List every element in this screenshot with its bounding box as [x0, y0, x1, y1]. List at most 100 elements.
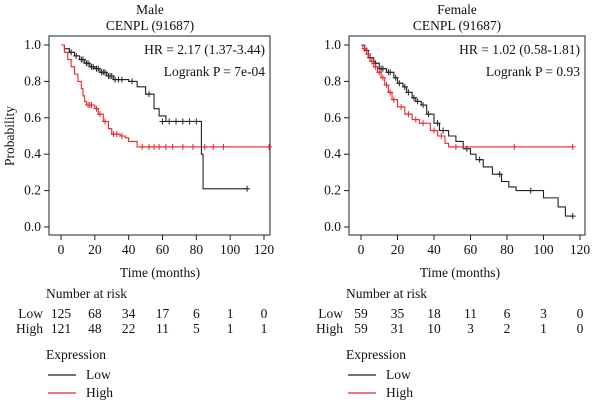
censor-mark-high: [118, 133, 125, 139]
male-plot-frame: [48, 35, 271, 236]
censor-mark-low: [85, 60, 92, 67]
female-x-label: Time (months): [420, 265, 500, 280]
x-tick-label: 0: [58, 242, 65, 257]
risk-count: 2: [504, 321, 511, 336]
censor-mark-low: [129, 78, 136, 85]
x-tick-label: 80: [500, 242, 514, 257]
censor-mark-low: [569, 213, 576, 220]
female-panel: Female CENPL (91687) 0.00.20.40.60.81.0 …: [316, 2, 590, 400]
km-curve-high: [61, 44, 270, 148]
x-tick-label: 40: [122, 242, 136, 257]
censor-mark-low: [101, 69, 108, 76]
risk-count: 0: [261, 306, 268, 321]
x-tick-label: 60: [156, 242, 170, 257]
y-tick-label: 0.6: [324, 110, 341, 125]
female-subtitle: CENPL (91687): [413, 18, 501, 33]
male-survival-curves: [61, 44, 273, 192]
censor-mark-high: [372, 63, 379, 70]
risk-count: 34: [122, 306, 136, 321]
censor-mark-low: [527, 187, 534, 194]
risk-count: 0: [577, 306, 584, 321]
legend-label-low: Low: [386, 367, 411, 382]
female-title: Female: [437, 2, 477, 17]
censor-mark-low: [496, 171, 503, 178]
risk-count: 59: [354, 321, 368, 336]
y-tick-label: 0.4: [24, 146, 41, 161]
censor-mark-high: [145, 143, 152, 150]
censor-mark-high: [383, 82, 390, 89]
y-tick-label: 0.0: [24, 219, 41, 234]
risk-count: 6: [193, 306, 200, 321]
censor-mark-low: [79, 56, 86, 63]
male-risk-title: Number at risk: [46, 286, 127, 301]
female-hr-annotation: HR = 1.02 (0.58-1.81): [459, 42, 580, 57]
censor-mark-low: [387, 69, 394, 76]
censor-mark-high: [431, 127, 437, 134]
censor-mark-high: [266, 143, 273, 150]
y-tick-label: 0.0: [324, 219, 341, 234]
risk-count: 1: [227, 321, 234, 336]
censor-mark-high: [162, 143, 169, 150]
x-tick-label: 120: [570, 242, 591, 257]
censor-mark-low: [108, 72, 115, 79]
male-x-axis: 0 20 40 60 80 100 120: [58, 235, 275, 257]
x-tick-label: 100: [220, 242, 241, 257]
legend-label-high: High: [86, 385, 113, 400]
female-legend: Low High: [348, 367, 413, 400]
censor-mark-high: [405, 111, 412, 118]
male-legend-title: Expression: [46, 347, 106, 362]
censor-mark-low: [392, 74, 399, 81]
censor-mark-high: [169, 143, 176, 150]
censor-mark-low: [145, 91, 152, 98]
censor-mark-high: [390, 96, 397, 103]
censor-mark-high: [569, 143, 576, 150]
x-tick-label: 120: [254, 242, 275, 257]
legend-label-high: High: [386, 385, 413, 400]
censor-mark-high: [88, 102, 95, 109]
y-tick-label: 0.2: [324, 183, 341, 198]
male-legend: Low High: [48, 367, 113, 400]
risk-count: 31: [391, 321, 405, 336]
censor-mark-low: [244, 185, 251, 192]
risk-count: 125: [51, 306, 72, 321]
censor-mark-low: [118, 76, 125, 83]
risk-count: 10: [427, 321, 441, 336]
censor-mark-low: [95, 65, 102, 72]
censor-mark-high: [96, 111, 103, 118]
censor-mark-high: [101, 118, 108, 125]
censor-mark-high: [365, 51, 372, 58]
female-legend-title: Expression: [346, 347, 406, 362]
censor-mark-low: [405, 89, 412, 96]
censor-mark-low: [410, 94, 417, 101]
x-tick-label: 60: [464, 242, 478, 257]
censor-mark-low: [414, 98, 421, 105]
x-tick-label: 20: [88, 242, 102, 257]
censor-mark-high: [201, 143, 208, 150]
legend-label-low: Low: [86, 367, 111, 382]
male-subtitle: CENPL (91687): [106, 18, 194, 33]
censor-mark-low: [173, 118, 180, 125]
censor-mark-low: [90, 63, 97, 70]
x-tick-label: 40: [427, 242, 441, 257]
y-tick-label: 1.0: [24, 37, 41, 52]
female-logrank-annotation: Logrank P = 0.93: [486, 64, 580, 79]
censor-mark-low: [159, 118, 166, 125]
censor-mark-high: [376, 69, 383, 76]
censor-mark-low: [420, 102, 427, 109]
censor-mark-low: [396, 80, 403, 87]
censor-mark-high: [412, 116, 419, 123]
censor-mark-low: [425, 111, 432, 118]
male-logrank-annotation: Logrank P = 7e-04: [164, 64, 265, 79]
censor-mark-low: [166, 118, 173, 125]
risk-row-label: High: [16, 321, 43, 336]
male-title: Male: [136, 2, 164, 17]
y-tick-label: 0.4: [324, 146, 341, 161]
female-x-axis: 0 20 40 60 80 100 120: [358, 235, 591, 257]
censor-mark-high: [210, 143, 217, 150]
male-panel: Male CENPL (91687) 0.0 0.2 0.4 0.6 0.8 1.0 0 2…: [2, 2, 274, 400]
risk-count: 59: [354, 306, 368, 321]
y-tick-label: 0.6: [24, 110, 41, 125]
y-tick-label: 0.2: [24, 183, 41, 198]
